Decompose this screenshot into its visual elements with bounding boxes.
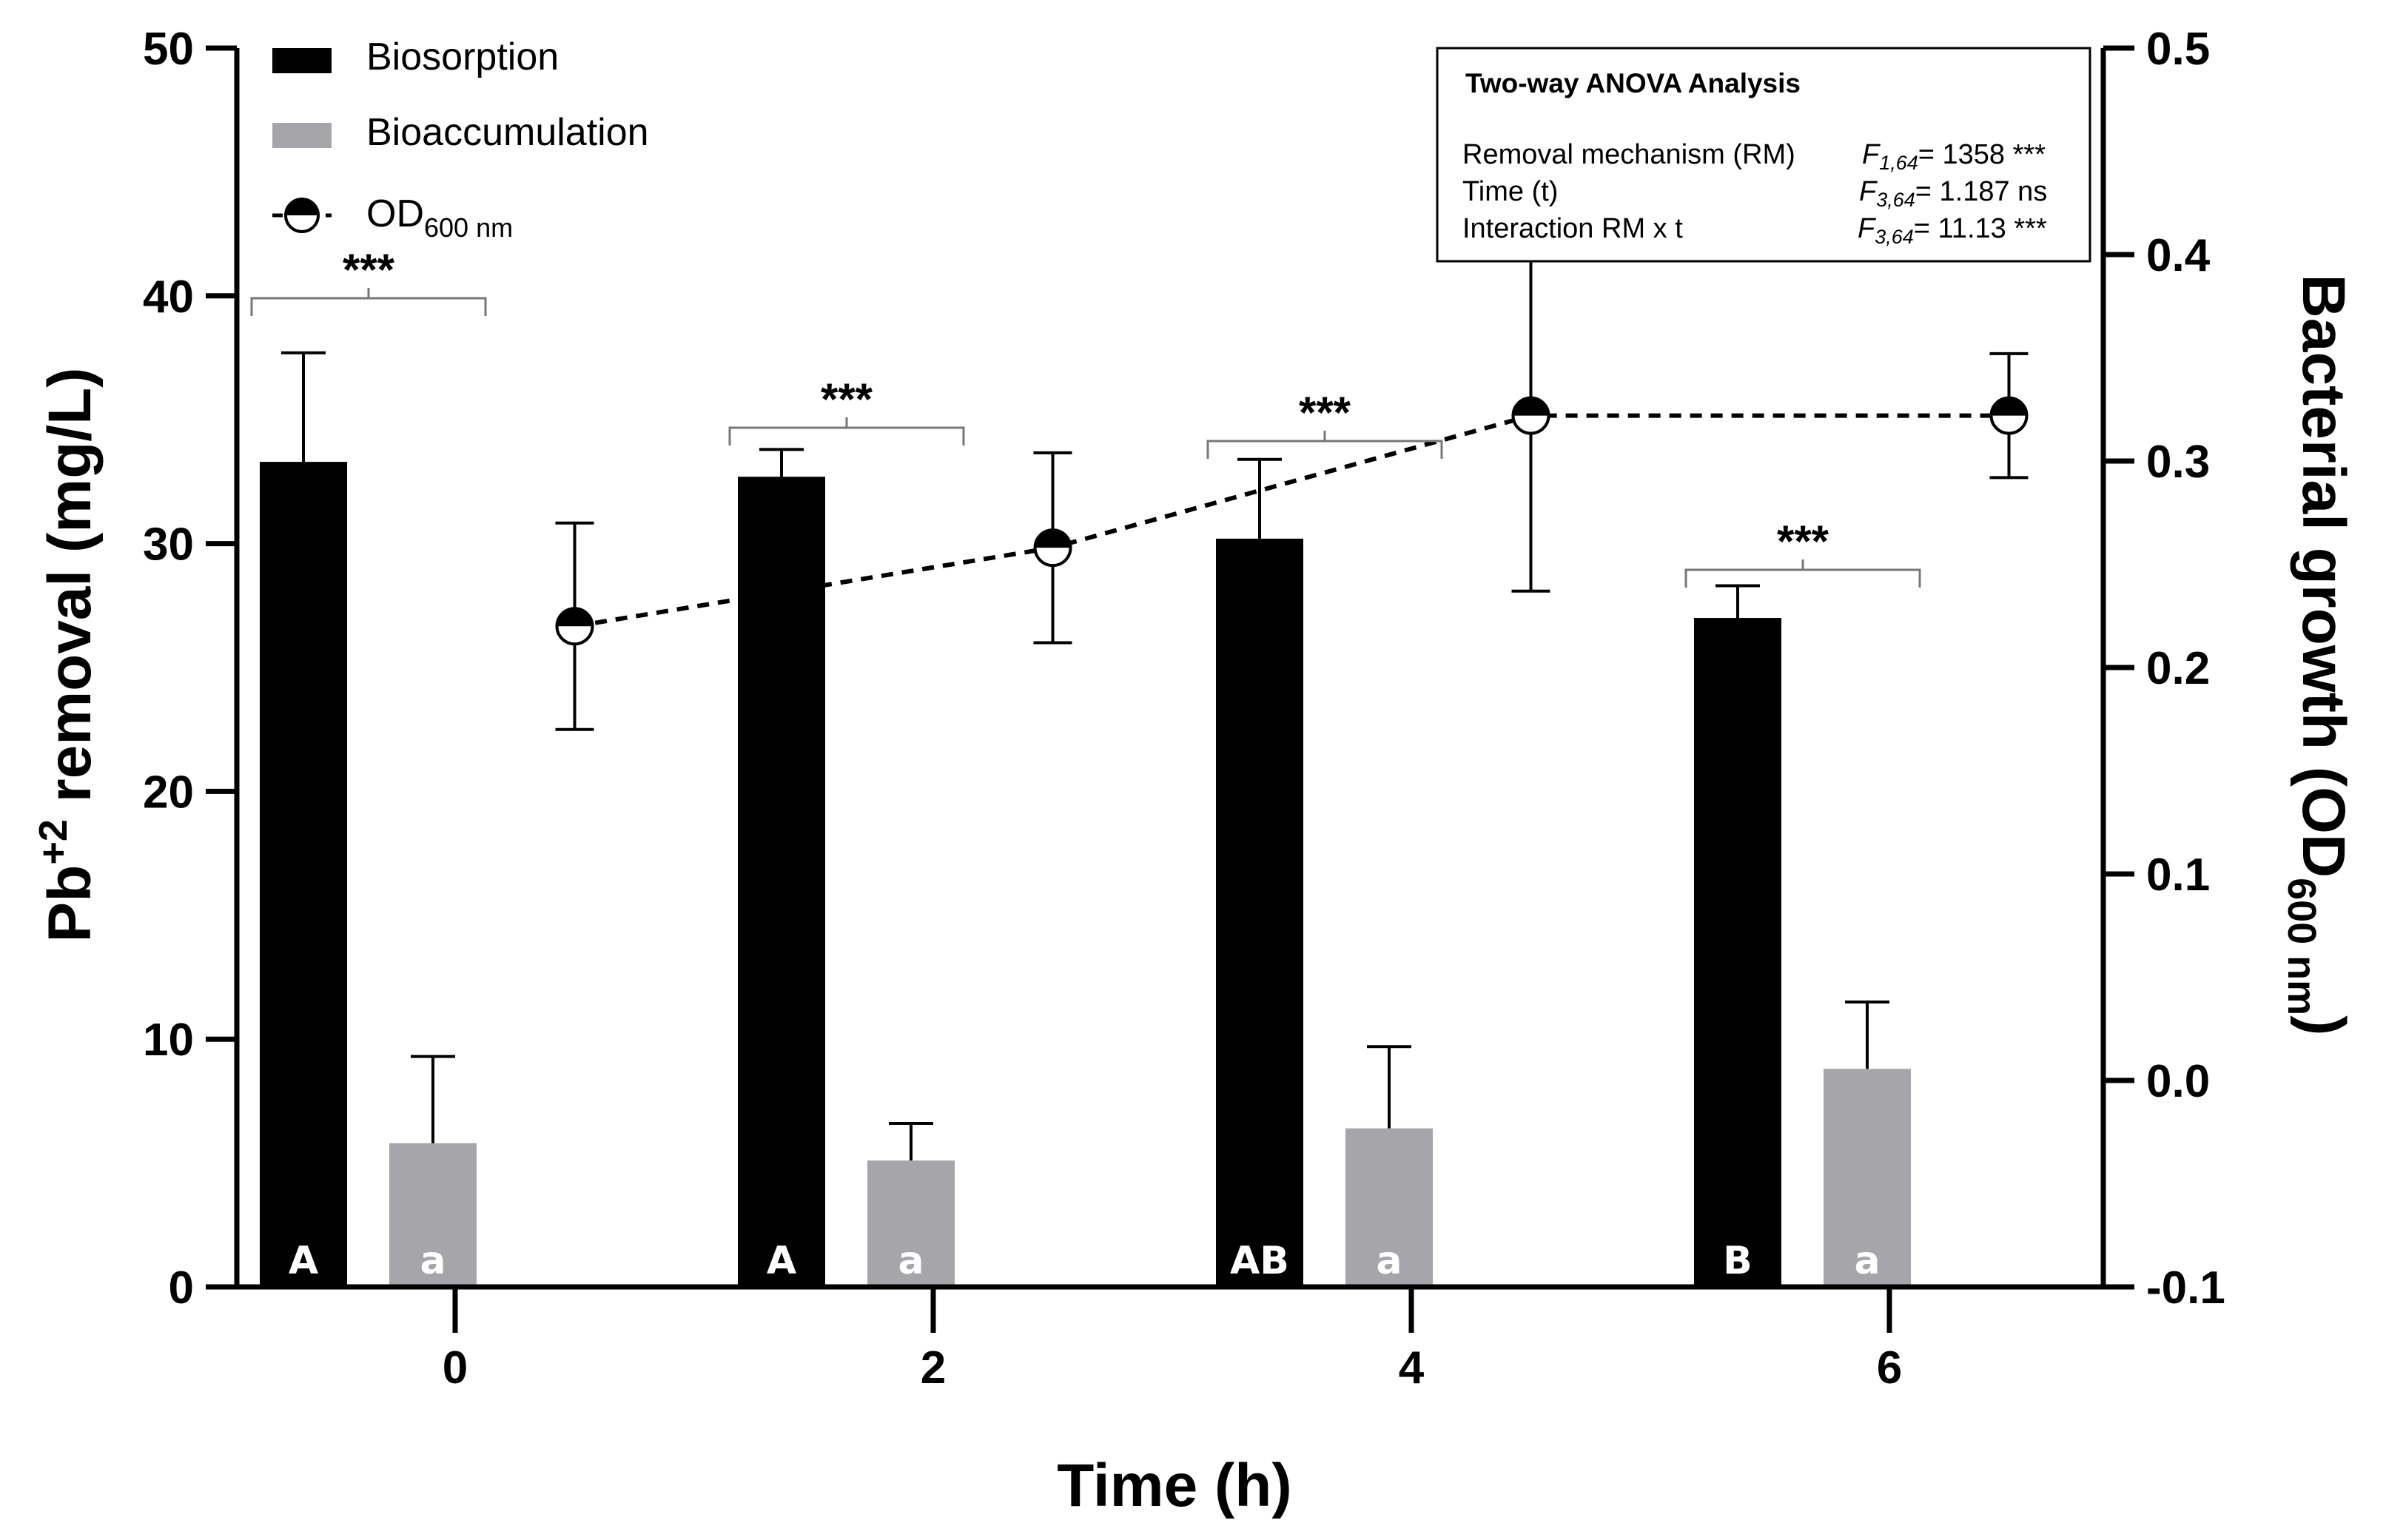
od-point-fill xyxy=(557,608,593,627)
od-point-fill xyxy=(1035,530,1071,548)
bar-letter-label: a xyxy=(1376,1239,1402,1283)
significance-brackets: *** *** *** *** xyxy=(250,245,1921,588)
significance-label: *** xyxy=(343,245,395,295)
legend-od-main: OD xyxy=(366,192,424,235)
anova-box: Two-way ANOVA Analysis Removal mechanism… xyxy=(1436,47,2091,263)
od-dashed-line xyxy=(574,413,2009,629)
bar-bioaccumulation xyxy=(389,1143,477,1287)
legend-label-od: OD600 nm xyxy=(366,192,513,243)
anova-row-stat: F3,64= 1.187 ns xyxy=(1859,176,2047,211)
significance-bracket xyxy=(250,288,487,316)
y-left-tick-label: 10 xyxy=(143,1015,194,1066)
anova-stat-letter: F xyxy=(1862,139,1881,170)
anova-stat-df: 3,64 xyxy=(1875,226,1914,248)
y-right-tick-label: 0.5 xyxy=(2146,24,2210,75)
legend-marker-od-icon xyxy=(284,198,320,233)
anova-title: Two-way ANOVA Analysis xyxy=(1465,68,1801,98)
y-right-tick-label: 0.4 xyxy=(2146,230,2211,281)
significance-bracket xyxy=(1206,431,1443,459)
legend-od-sub: 600 nm xyxy=(424,212,513,243)
bar-bioaccumulation xyxy=(1345,1128,1433,1287)
legend-swatch-bioaccumulation xyxy=(272,123,332,148)
significance-label: *** xyxy=(1777,517,1829,566)
od-point-fill xyxy=(1991,397,2027,416)
bar-letter-label: a xyxy=(420,1239,446,1283)
anova-stat-df: 1,64 xyxy=(1879,152,1918,174)
y-left-tick-label: 40 xyxy=(143,272,194,323)
bar-letter-label: a xyxy=(898,1239,924,1283)
significance-label: *** xyxy=(821,374,873,424)
legend-label-biosorption: Biosorption xyxy=(366,36,559,78)
tick-labels: 0 10 20 30 40 50 -0.1 0.0 0.1 0.2 0.3 0.4 0.5 0 2 4 6 xyxy=(143,24,2225,1393)
bar-biosorption xyxy=(1694,618,1781,1287)
anova-stat-value: = 1.187 ns xyxy=(1915,176,2048,207)
y-left-tick-label: 0 xyxy=(169,1262,194,1314)
anova-row-label: Time (t) xyxy=(1462,176,1558,207)
y-left-tick-label: 50 xyxy=(143,24,194,75)
anova-stat-df: 3,64 xyxy=(1876,189,1915,211)
y-right-tick-label: 0.1 xyxy=(2146,850,2210,901)
bar-letter-label: A xyxy=(767,1239,796,1283)
bar-letter-label: a xyxy=(1854,1239,1880,1283)
anova-row-label: Interaction RM x t xyxy=(1462,213,1683,244)
anova-stat-value: = 11.13 *** xyxy=(1914,213,2047,244)
legend: Biosorption Bioaccumulation OD600 nm xyxy=(272,36,649,243)
anova-box-frame xyxy=(1436,47,2091,263)
x-tick-label: 4 xyxy=(1399,1342,1425,1393)
significance-bracket xyxy=(728,417,965,445)
anova-stat-letter: F xyxy=(1859,176,1878,207)
bar-letter-label: A xyxy=(289,1239,318,1283)
y-right-rest: ) xyxy=(2290,1015,2357,1035)
x-tick-label: 2 xyxy=(921,1342,946,1393)
bar-biosorption xyxy=(738,477,825,1287)
y-axis-left-title: Pb+2 removal (mg/L) xyxy=(31,368,104,943)
y-right-tick-label: 0.3 xyxy=(2146,437,2210,488)
x-axis-title: Time (h) xyxy=(1057,1452,1291,1519)
x-tick-label: 0 xyxy=(443,1342,468,1393)
anova-stat-value: = 1358 *** xyxy=(1918,139,2046,170)
anova-row-label: Removal mechanism (RM) xyxy=(1462,139,1795,170)
y-left-tick-label: 30 xyxy=(143,520,194,571)
x-tick-label: 6 xyxy=(1877,1342,1902,1393)
axes xyxy=(206,45,2134,1333)
y-right-sub: 600 nm xyxy=(2279,878,2324,1015)
y-left-sup: +2 xyxy=(31,819,75,865)
bar-biosorption xyxy=(1216,538,1303,1287)
y-right-tick-label: -0.1 xyxy=(2146,1262,2225,1314)
bars: A A AB Ba a a a xyxy=(260,462,1911,1288)
anova-row-stat: F3,64= 11.13 *** xyxy=(1858,213,2047,248)
anova-stat-letter: F xyxy=(1858,213,1876,244)
bar-bioaccumulation xyxy=(867,1160,955,1287)
bar-biosorption xyxy=(260,462,347,1288)
bar-letter-label: AB xyxy=(1230,1239,1289,1283)
anova-row-stat: F1,64= 1358 *** xyxy=(1862,139,2046,174)
od-point-fill xyxy=(1513,397,1549,416)
y-left-rest: removal (mg/L) xyxy=(36,368,104,820)
y-right-tick-label: 0.0 xyxy=(2146,1056,2210,1107)
y-left-tick-label: 20 xyxy=(143,767,194,818)
bar-bioaccumulation xyxy=(1824,1069,1911,1287)
significance-bracket xyxy=(1684,559,1921,588)
y-right-main: Bacterial growth (OD xyxy=(2290,275,2357,878)
od-series xyxy=(555,238,2029,731)
y-left-main: Pb xyxy=(36,865,104,943)
legend-label-bioaccumulation: Bioaccumulation xyxy=(366,111,649,154)
legend-swatch-biosorption xyxy=(272,48,332,73)
significance-label: *** xyxy=(1299,388,1351,437)
y-axis-right-title: Bacterial growth (OD600 nm) xyxy=(2279,275,2357,1036)
bar-letter-label: B xyxy=(1723,1239,1752,1283)
error-bars xyxy=(281,351,1889,1161)
y-right-tick-label: 0.2 xyxy=(2146,643,2210,694)
